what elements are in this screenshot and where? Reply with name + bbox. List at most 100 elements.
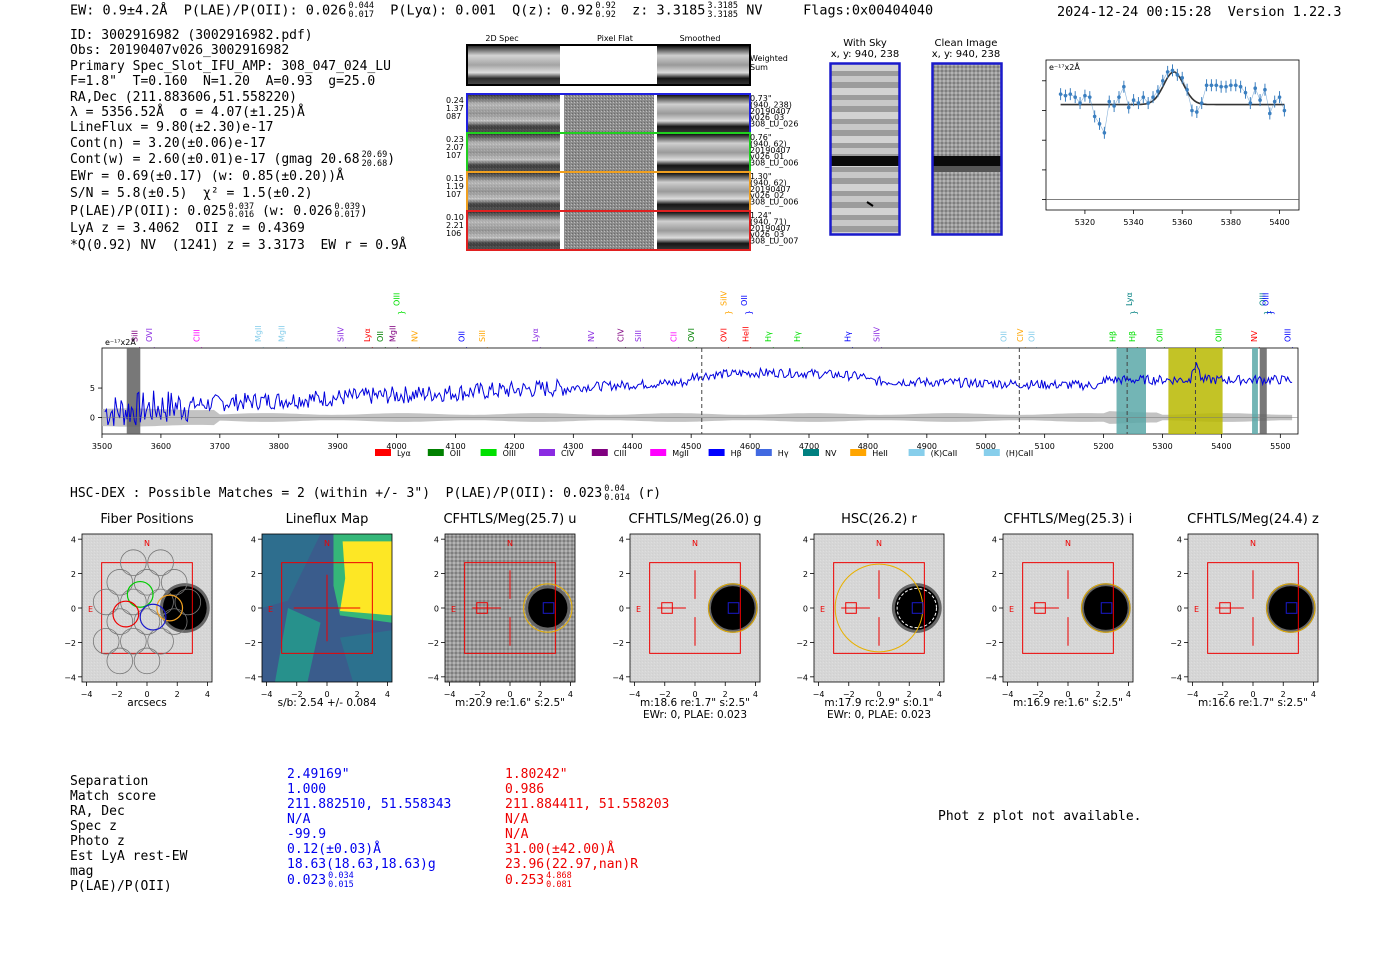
zoom-point-23 [1170, 68, 1175, 73]
panel-ytick-label-6-4: −4 [1170, 673, 1182, 682]
cutout-left-label-0: 0.24 1.37 087 [446, 96, 464, 121]
spectrum-xtick-label-5: 4000 [386, 442, 406, 451]
zoom-xtick-label-2: 5360 [1172, 218, 1192, 227]
spectrum-line-brace-9: { [398, 310, 407, 315]
north-label-6: N [1250, 539, 1256, 548]
panel-xtick-label-3-2: 0 [692, 690, 697, 699]
header-line: NV [746, 2, 763, 19]
zoom-point-44 [1272, 99, 1277, 104]
panel-ytick-label-5-1: 2 [992, 570, 997, 579]
with-sky-image [831, 64, 899, 234]
zoom-point-41 [1258, 98, 1262, 102]
east-label-5: E [1009, 605, 1014, 614]
zoom-point-25 [1180, 76, 1185, 80]
spectrum-xtick-label-13: 4800 [858, 442, 878, 451]
spectrum-xtick-label-17: 5200 [1093, 442, 1113, 451]
zoom-ylabel: e⁻¹⁷x2Å [1049, 61, 1080, 72]
spectrum-line-brace-20: { [725, 310, 734, 315]
info-plae: P(LAE)/P(OII): 0.025 0.037 0.016 (w: 0.026… [70, 201, 368, 221]
spectrum-line-label-21: OII [740, 295, 749, 306]
legend-label-11: (H)CaII [1006, 449, 1033, 458]
panel-footer-line1-4: m:17.9 rc:2.9" s:0.1" [824, 697, 934, 709]
panel-ytick-label-5-2: 0 [992, 605, 997, 614]
spectrum-line-label-6: Lyα [363, 328, 372, 342]
match-label-plae: P(LAE)/P(OII) [70, 879, 172, 894]
catalog-marker-6 [1285, 602, 1298, 614]
spectrum-ylabel: e⁻¹⁷x2Å [105, 336, 136, 347]
fiber-9 [106, 608, 134, 635]
zoom-point-21 [1160, 78, 1165, 83]
match-ellipse-6 [1266, 583, 1316, 633]
info-fiber-params: F=1.8" T=0.160 N=1.20 A=0.93 g=25.0 [70, 74, 376, 90]
panel-xtick-label-4-3: 2 [907, 690, 912, 699]
legend-swatch-1 [427, 449, 444, 456]
with-sky-trace [831, 156, 899, 166]
panel-xtick-label-3-4: 4 [753, 690, 758, 699]
offset-marker-4 [845, 602, 857, 614]
spectrum-xtick-label-4: 3900 [327, 442, 347, 451]
panel-ytick-label-1-1: 2 [251, 570, 256, 579]
fiber-11 [160, 608, 188, 635]
panel-ytick-label-2-3: −2 [427, 639, 439, 648]
aperture-box-5 [1022, 562, 1114, 654]
zoom-point-40 [1253, 86, 1258, 91]
panel-ytick-label-4-2: 0 [803, 605, 808, 614]
match-label-radec: RA, Dec [70, 804, 125, 819]
zoom-point-29 [1199, 101, 1204, 105]
north-label-5: N [1065, 539, 1071, 548]
spectrum-xtick-label-6: 4100 [445, 442, 465, 451]
panel-xtick-label-5-3: 2 [1096, 690, 1101, 699]
lineflux-region-d [340, 630, 392, 682]
north-label-1: N [324, 539, 330, 548]
zoom-point-37 [1238, 84, 1243, 89]
clean-image-frame [931, 62, 1003, 236]
panel-ytick-label-3-0: 4 [619, 536, 624, 545]
legend-swatch-10 [908, 449, 925, 456]
weighted-sum-label: Weighted Sum [750, 54, 788, 72]
zoom-point-30 [1204, 83, 1209, 88]
spectrum-line-label-14: NV [587, 330, 596, 342]
zoom-point-11 [1112, 104, 1116, 108]
legend-swatch-7 [755, 449, 772, 456]
spectrum-line-label-10: NV [410, 330, 419, 342]
panel-xtick-label-1-2: 0 [324, 690, 329, 699]
aperture-box-0 [101, 562, 193, 654]
zoom-xtick-label-3: 5380 [1221, 218, 1241, 227]
panel-ytick-label-3-2: 0 [619, 605, 624, 614]
zoom-point-35 [1229, 83, 1233, 88]
spectrum-line-label-25: Hγ [843, 331, 852, 342]
info-ewr: EWr = 0.69(±0.17) (w: 0.85(±0.20))Å [70, 169, 344, 185]
zoom-point-38 [1243, 90, 1248, 95]
panel-xtick-label-0-0: −4 [81, 690, 93, 699]
panel-title-5: CFHTLS/Meg(25.3) i [1003, 512, 1133, 527]
spectrum-ytick-label-0: 0 [90, 414, 95, 423]
panel-ytick-label-3-4: −4 [612, 673, 624, 682]
zoom-point-34 [1224, 84, 1228, 89]
panel-xtick-label-2-1: −2 [474, 690, 486, 699]
zoom-point-46 [1282, 108, 1287, 113]
bright-source-2 [528, 588, 568, 628]
spectrum-content: 3500 3600 3700 3800 3900 4000 4100 4200 4300 4400… [90, 348, 1298, 451]
cutout-2dspec-noise-2 [468, 173, 560, 210]
info-cont-n: Cont(n) = 3.20(±0.06)e-17 [70, 135, 266, 151]
zoom-point-36 [1233, 83, 1238, 88]
north-label-2: N [507, 539, 513, 548]
spectrum-line-label-9: OIII [393, 293, 402, 306]
cutout-pixelflat-2 [564, 173, 654, 210]
zoom-point-0 [1058, 92, 1063, 96]
match-label-ew: Est LyA rest-EW [70, 849, 188, 864]
panel-xtick-label-1-1: −2 [291, 690, 303, 699]
spectrum-line-label-8: MgII [389, 325, 398, 342]
spectrum-line-label-17: CII [670, 332, 679, 342]
zoom-point-33 [1219, 84, 1223, 89]
header-z: z: 3.3185 [632, 2, 706, 19]
panel-footer-line1-2: m:20.9 re:1.6" s:2.5" [455, 697, 565, 709]
panel-ytick-label-2-1: 2 [434, 570, 439, 579]
cutout-pixelflat-0 [564, 95, 654, 132]
spectrum-xtick-label-11: 4600 [740, 442, 760, 451]
zoom-point-39 [1248, 101, 1253, 105]
spectrum-xtick-label-2: 3700 [210, 442, 230, 451]
match-label-mag: mag [70, 864, 94, 879]
panel-ytick-label-0-2: 0 [71, 605, 76, 614]
fiber-7 [147, 588, 174, 616]
